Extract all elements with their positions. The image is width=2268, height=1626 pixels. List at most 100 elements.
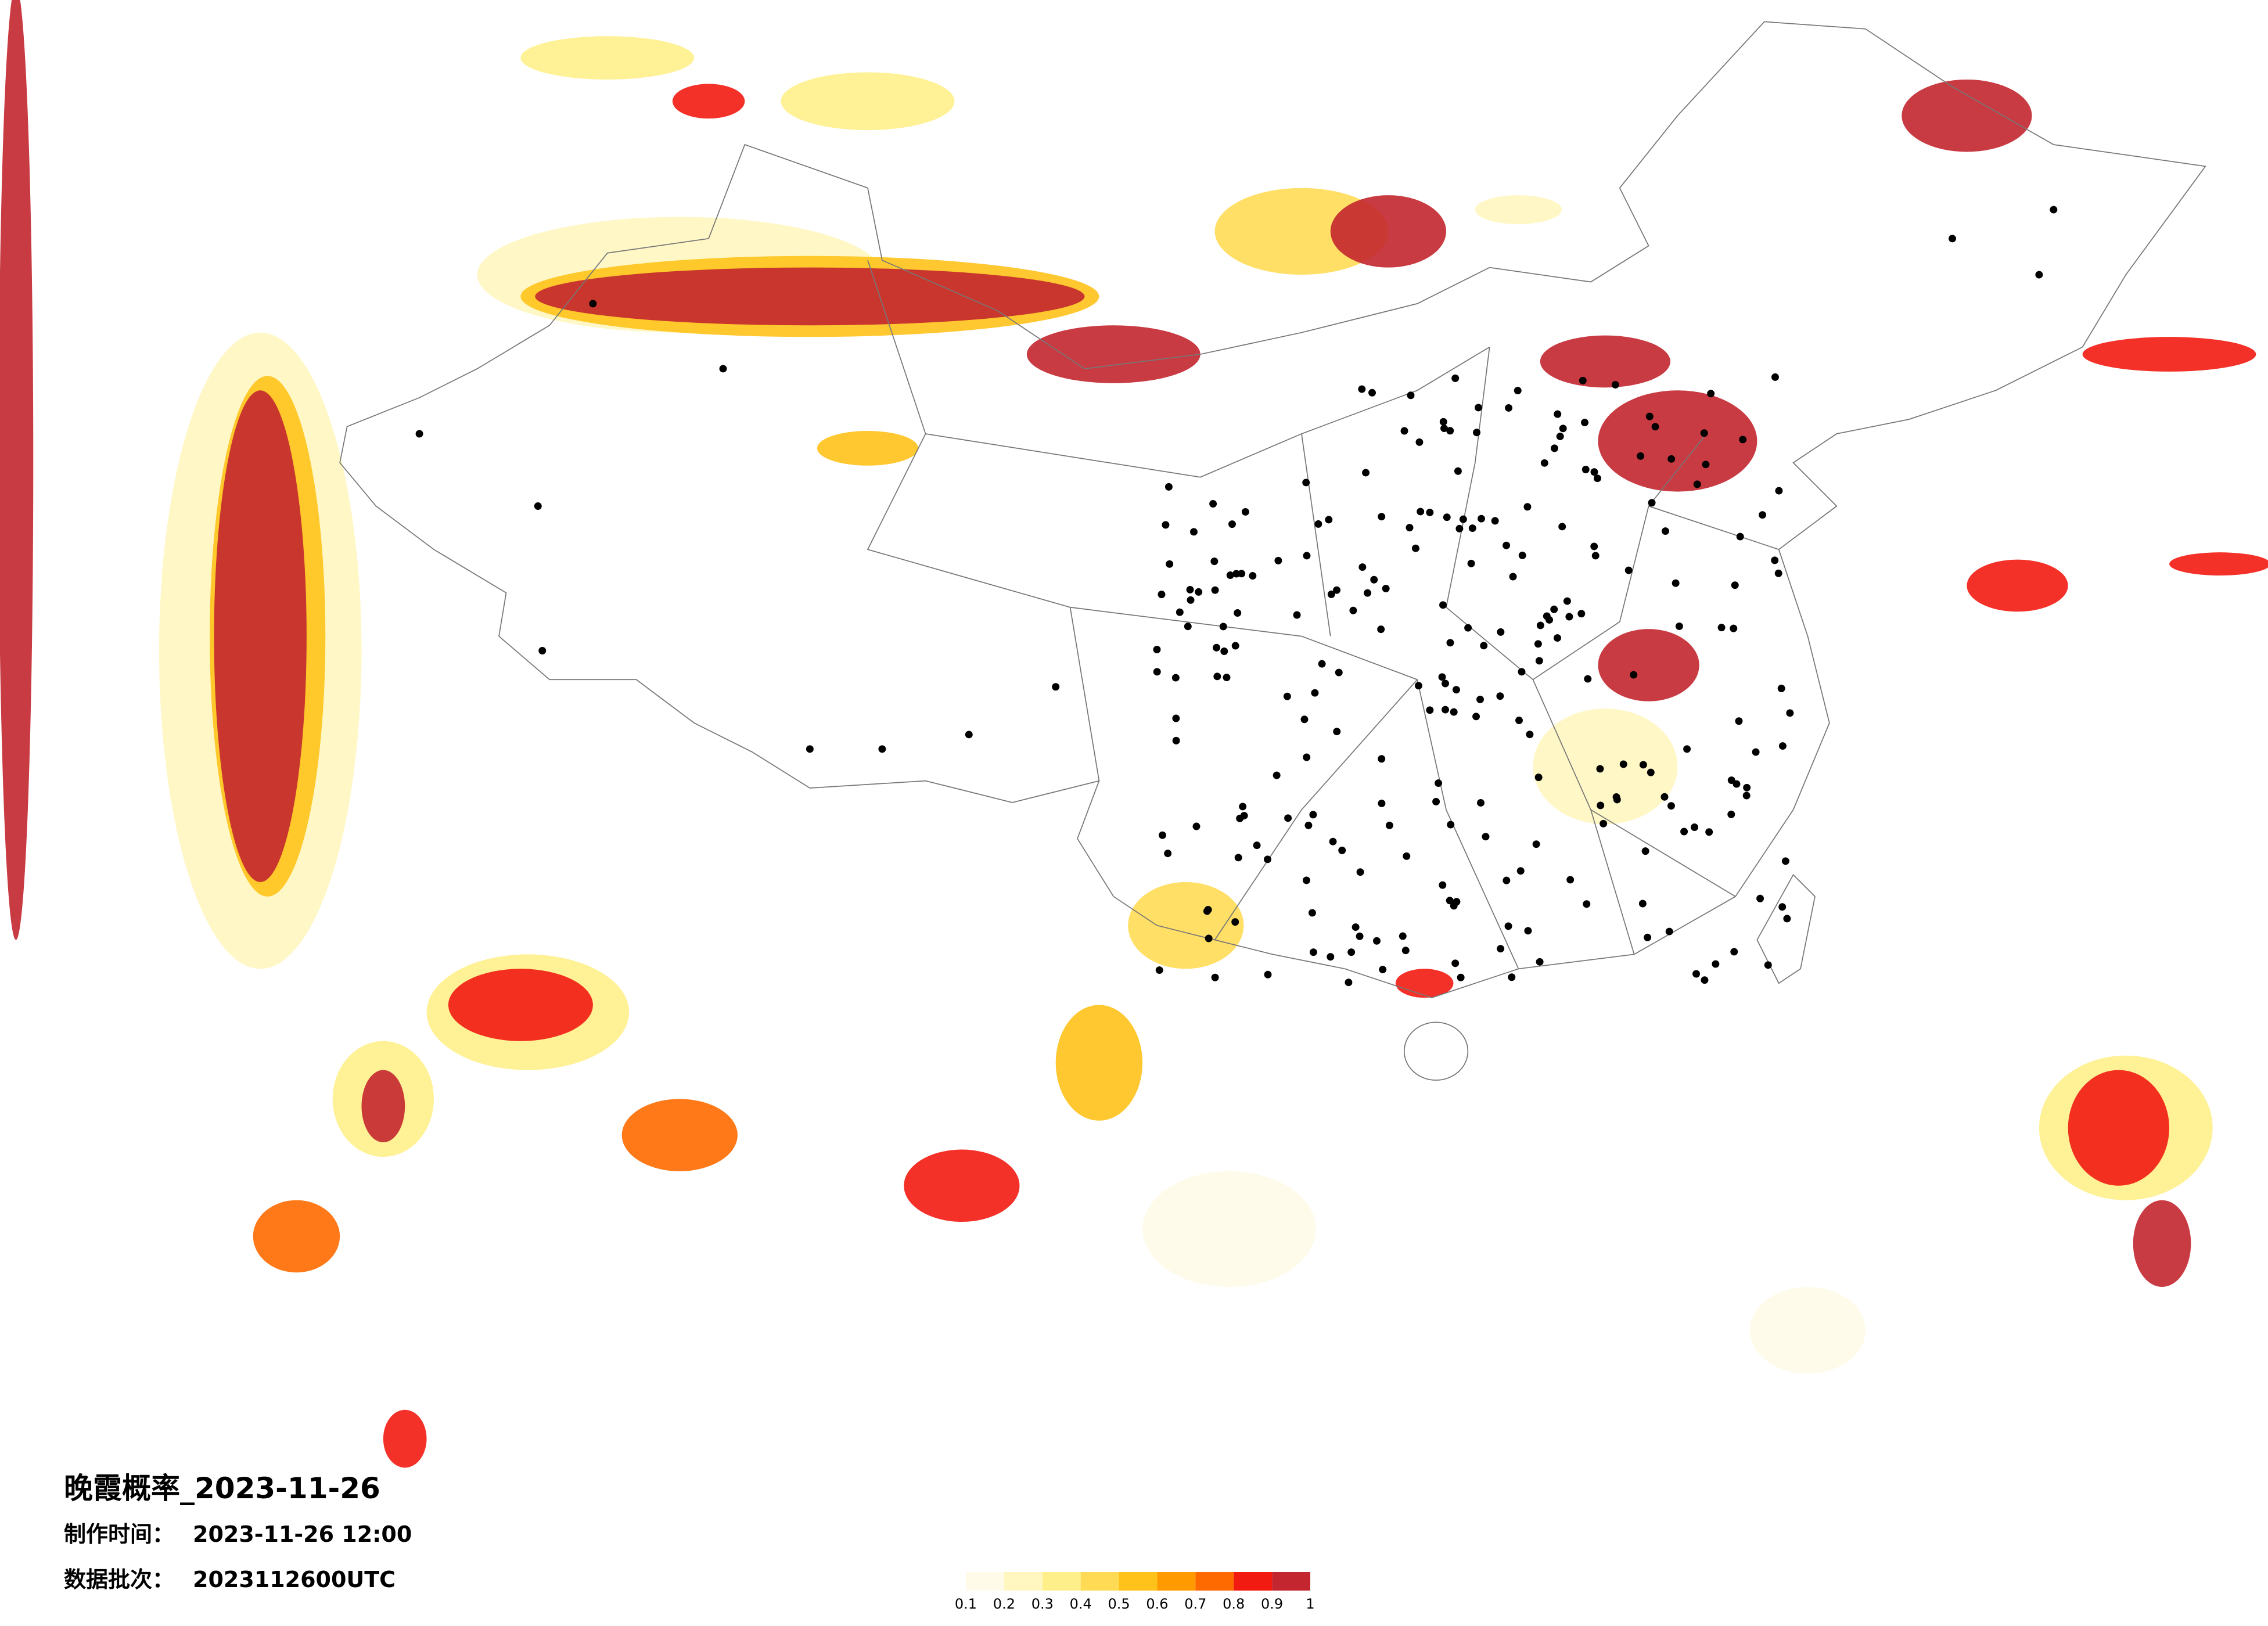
city-dot <box>1327 953 1335 961</box>
city-dot <box>1274 556 1282 564</box>
colorbar-swatch <box>1195 1572 1234 1591</box>
colorbar-tick-label: 0.3 <box>1031 1596 1054 1612</box>
city-dot <box>1358 563 1367 571</box>
city-dot <box>1639 761 1647 769</box>
city-dot <box>1777 685 1785 692</box>
city-dot <box>1401 947 1410 955</box>
colorbar-swatch <box>966 1572 1004 1591</box>
heat-blob <box>2068 1070 2169 1186</box>
city-dot <box>1550 605 1558 613</box>
city-dot <box>1302 479 1310 487</box>
city-dot <box>1596 765 1604 773</box>
city-dot <box>1172 736 1180 744</box>
city-dot <box>1378 755 1386 763</box>
city-dot <box>1480 642 1488 650</box>
colorbar-swatch <box>1234 1572 1273 1591</box>
city-dot <box>1712 960 1720 968</box>
city-dot <box>1756 894 1764 902</box>
city-dot <box>1645 412 1654 420</box>
city-dot <box>1554 634 1561 642</box>
city-dot <box>1727 810 1735 818</box>
city-dot <box>1472 713 1480 721</box>
city-dot <box>1644 933 1652 941</box>
city-dot <box>1308 909 1316 917</box>
city-dot <box>1370 575 1378 584</box>
city-dot <box>1662 527 1669 535</box>
city-dot <box>1284 814 1292 822</box>
city-dot <box>1508 973 1516 981</box>
city-dot <box>1518 551 1526 559</box>
city-dot <box>1358 385 1366 393</box>
city-dot <box>1385 821 1393 829</box>
heat-blob <box>1026 325 1201 383</box>
city-dot <box>1691 823 1699 832</box>
city-dot <box>1476 695 1484 703</box>
city-dot <box>1707 390 1715 398</box>
heat-blob <box>2169 552 2268 576</box>
city-dot <box>1219 623 1227 631</box>
colorbar-swatch <box>1042 1572 1081 1591</box>
city-dot <box>1582 466 1590 473</box>
info-value: 2023-11-26 12:00 <box>193 1521 412 1547</box>
city-dot <box>1362 469 1370 477</box>
city-dot <box>1667 455 1676 463</box>
city-dot <box>1473 429 1481 437</box>
city-dot <box>1356 868 1364 876</box>
city-dot <box>1309 948 1317 956</box>
city-dot <box>1382 584 1390 592</box>
city-dot <box>538 647 547 654</box>
city-dot <box>1368 388 1376 397</box>
city-dot <box>1778 903 1787 911</box>
city-dot <box>1705 828 1713 836</box>
city-dot <box>1213 672 1221 681</box>
city-dot <box>1672 579 1680 587</box>
city-dot <box>1700 429 1708 437</box>
city-dot <box>1611 381 1619 389</box>
city-dot <box>1453 898 1461 906</box>
heat-blob <box>1330 195 1446 268</box>
city-dot <box>1349 606 1357 614</box>
city-dot <box>1345 979 1353 987</box>
city-dot <box>1630 671 1638 679</box>
city-dot <box>1680 828 1688 836</box>
colorbar-swatch <box>1157 1572 1196 1591</box>
city-dot <box>1303 753 1311 761</box>
city-dot <box>719 365 727 373</box>
city-dot <box>1172 714 1180 722</box>
city-dot <box>1446 639 1454 647</box>
city-dot <box>1593 474 1601 483</box>
city-dot <box>1162 521 1170 529</box>
city-dot <box>1153 646 1161 653</box>
city-dot <box>1612 793 1620 801</box>
colorbar-tick-label: 0.6 <box>1146 1596 1168 1612</box>
city-dot <box>1778 742 1787 750</box>
city-dot <box>1442 706 1449 714</box>
city-dot <box>878 745 886 753</box>
borders <box>339 21 2206 1081</box>
heat-blob <box>1967 559 2068 612</box>
city-dot <box>1534 774 1543 782</box>
heat-blob <box>383 1409 427 1468</box>
city-dot <box>1565 613 1573 621</box>
heat-blob <box>1598 629 1699 702</box>
info-label: 制作时间： <box>64 1521 174 1547</box>
city-dot <box>1774 569 1782 577</box>
city-dot <box>1211 586 1219 594</box>
city-dot <box>1735 717 1743 725</box>
city-dot <box>1158 831 1166 839</box>
city-dot <box>1304 821 1313 829</box>
info-label: 数据批次： <box>64 1567 174 1592</box>
heat-blob <box>1902 79 2032 152</box>
heat-blob <box>520 36 695 80</box>
city-dot <box>1742 792 1751 800</box>
city-dot <box>1411 544 1419 552</box>
city-dot <box>1543 612 1551 620</box>
city-dot <box>1347 948 1356 956</box>
city-dot <box>1675 622 1683 630</box>
city-dot <box>1415 438 1424 446</box>
city-dot <box>1264 970 1272 979</box>
city-dot <box>1597 801 1605 810</box>
city-dot <box>1693 480 1701 488</box>
city-dot <box>1176 608 1184 616</box>
city-dot <box>1536 958 1544 966</box>
